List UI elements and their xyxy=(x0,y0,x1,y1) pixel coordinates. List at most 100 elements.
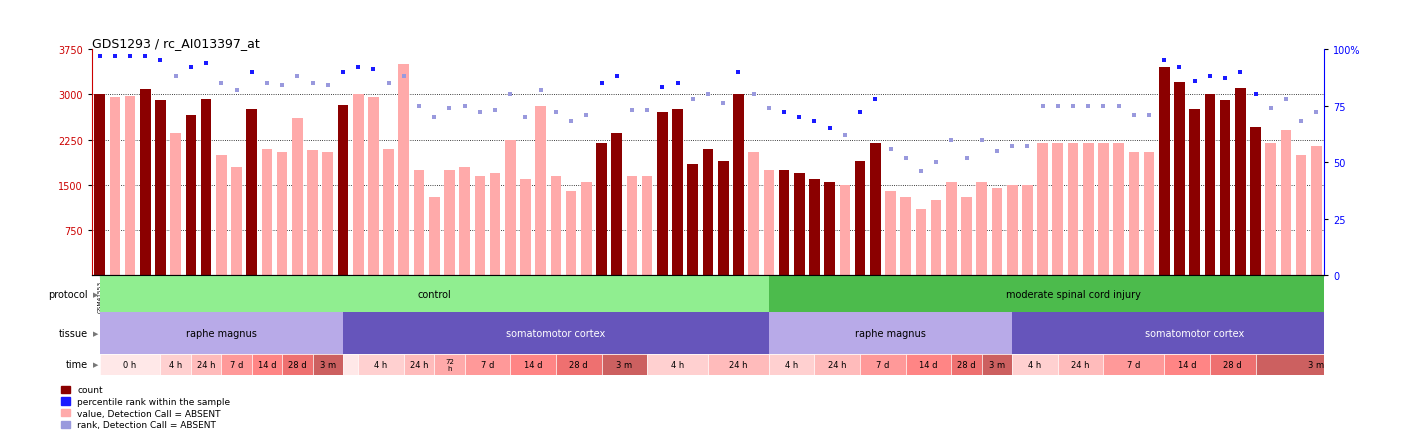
Point xyxy=(545,110,568,117)
Point xyxy=(818,125,841,132)
Point xyxy=(423,114,446,121)
Text: ▶: ▶ xyxy=(93,362,99,368)
Bar xyxy=(1189,110,1199,276)
Bar xyxy=(809,179,820,276)
Bar xyxy=(885,191,896,276)
Bar xyxy=(221,354,252,375)
Bar xyxy=(1012,354,1058,375)
Point xyxy=(1168,65,1191,72)
Point xyxy=(1017,144,1039,151)
Point xyxy=(362,67,385,74)
Text: 3 m: 3 m xyxy=(988,360,1005,369)
Bar xyxy=(551,176,561,276)
Point xyxy=(484,107,507,114)
Bar xyxy=(1113,143,1124,276)
Bar xyxy=(657,113,668,276)
Point xyxy=(1245,92,1267,99)
Point xyxy=(1123,112,1146,119)
Bar xyxy=(474,176,486,276)
Point xyxy=(651,85,674,92)
Bar xyxy=(840,185,850,276)
Point xyxy=(316,82,338,89)
Bar xyxy=(398,65,409,276)
Bar xyxy=(1250,128,1260,276)
Bar xyxy=(981,354,1012,375)
Point xyxy=(681,96,704,103)
Bar xyxy=(906,354,952,375)
Point xyxy=(1031,103,1054,110)
Point xyxy=(667,80,690,87)
Point xyxy=(514,114,537,121)
Bar xyxy=(1012,312,1378,354)
Point xyxy=(848,110,871,117)
Bar xyxy=(1038,143,1048,276)
Text: 28 d: 28 d xyxy=(1223,360,1242,369)
Point xyxy=(103,53,126,60)
Point xyxy=(149,58,171,65)
Bar xyxy=(952,354,981,375)
Bar xyxy=(1083,143,1093,276)
Bar xyxy=(252,354,282,375)
Text: GDS1293 / rc_AI013397_at: GDS1293 / rc_AI013397_at xyxy=(92,37,259,50)
Text: raphe magnus: raphe magnus xyxy=(855,328,926,338)
Bar xyxy=(708,354,769,375)
Text: 24 h: 24 h xyxy=(729,360,748,369)
Bar xyxy=(323,152,333,276)
Point xyxy=(270,82,293,89)
Bar xyxy=(292,119,303,276)
Bar xyxy=(337,106,348,276)
Point xyxy=(347,65,370,72)
Point xyxy=(241,69,263,76)
Point xyxy=(1214,76,1236,83)
Point xyxy=(88,53,110,60)
Text: 28 d: 28 d xyxy=(957,360,976,369)
Bar xyxy=(368,98,378,276)
Bar xyxy=(510,354,556,375)
Point xyxy=(256,80,279,87)
Bar xyxy=(930,201,942,276)
Bar xyxy=(459,167,470,276)
Bar xyxy=(602,354,647,375)
Bar xyxy=(688,164,698,276)
Text: 24 h: 24 h xyxy=(409,360,428,369)
Bar xyxy=(313,354,343,375)
Point xyxy=(392,73,415,80)
Bar xyxy=(156,101,166,276)
Bar xyxy=(1129,152,1140,276)
Text: 24 h: 24 h xyxy=(1072,360,1090,369)
Text: ▶: ▶ xyxy=(93,291,99,297)
Text: 3 m: 3 m xyxy=(320,360,336,369)
Bar xyxy=(769,312,1012,354)
Bar xyxy=(445,170,455,276)
Bar xyxy=(860,354,906,375)
Bar xyxy=(191,354,221,375)
Bar xyxy=(217,155,227,276)
Text: 4 h: 4 h xyxy=(374,360,388,369)
Point xyxy=(498,92,521,99)
Text: 7 d: 7 d xyxy=(877,360,889,369)
Point xyxy=(590,80,613,87)
Point xyxy=(302,80,324,87)
Point xyxy=(1184,78,1206,85)
Bar xyxy=(282,354,313,375)
Text: ▶: ▶ xyxy=(93,330,99,336)
Point xyxy=(195,60,218,67)
Bar xyxy=(702,149,714,276)
Bar xyxy=(977,182,987,276)
Bar xyxy=(1099,143,1109,276)
Point xyxy=(453,103,476,110)
Point xyxy=(956,155,978,162)
Bar xyxy=(99,354,160,375)
Bar xyxy=(170,134,181,276)
Bar xyxy=(991,188,1003,276)
Point xyxy=(864,96,886,103)
Point xyxy=(787,114,810,121)
Text: 3 m: 3 m xyxy=(616,360,633,369)
Bar xyxy=(185,116,197,276)
Point xyxy=(180,65,202,72)
Text: time: time xyxy=(65,360,88,369)
Point xyxy=(895,155,918,162)
Point xyxy=(1107,103,1130,110)
Bar xyxy=(748,152,759,276)
Bar xyxy=(1235,89,1246,276)
